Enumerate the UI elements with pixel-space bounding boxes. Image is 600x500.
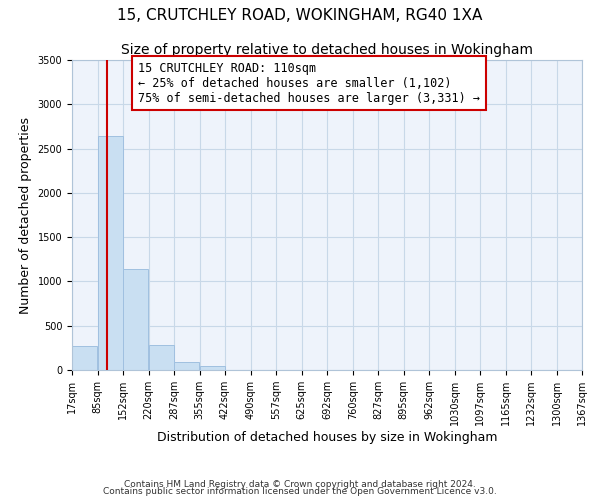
Bar (72, 346, 97, 370)
Text: 15, CRUTCHLEY ROAD, WOKINGHAM, RG40 1XA: 15, CRUTCHLEY ROAD, WOKINGHAM, RG40 1XA (118, 8, 482, 22)
Bar (200, 366, 225, 370)
Bar (174, 362, 199, 370)
Text: Contains public sector information licensed under the Open Government Licence v3: Contains public sector information licen… (103, 487, 497, 496)
Bar (98, 136, 123, 370)
Title: Size of property relative to detached houses in Wokingham: Size of property relative to detached ho… (121, 44, 533, 58)
Bar (123, 268, 148, 370)
Y-axis label: Number of detached properties: Number of detached properties (19, 116, 32, 314)
Text: Contains HM Land Registry data © Crown copyright and database right 2024.: Contains HM Land Registry data © Crown c… (124, 480, 476, 489)
Text: 15 CRUTCHLEY ROAD: 110sqm
← 25% of detached houses are smaller (1,102)
75% of se: 15 CRUTCHLEY ROAD: 110sqm ← 25% of detac… (139, 62, 481, 104)
X-axis label: Distribution of detached houses by size in Wokingham: Distribution of detached houses by size … (157, 431, 497, 444)
Bar (149, 345, 174, 370)
